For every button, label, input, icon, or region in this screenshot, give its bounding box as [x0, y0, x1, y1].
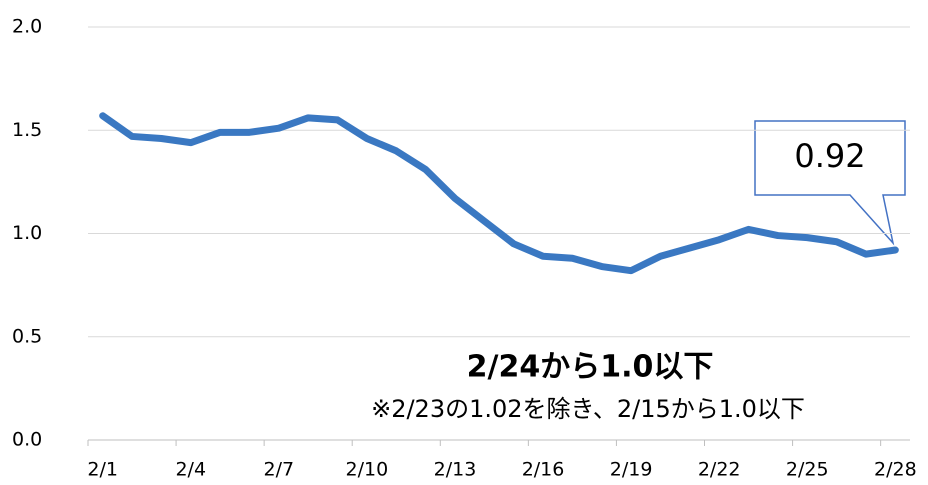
x-tick-label: 2/1 [87, 459, 118, 481]
x-tick-label: 2/10 [346, 459, 389, 481]
y-tick-label: 2.0 [12, 16, 42, 38]
x-tick-label: 2/7 [264, 459, 295, 481]
annotation-note: ※2/23の1.02を除き、2/15から1.0以下 [371, 395, 805, 423]
y-tick-label: 0.5 [12, 325, 42, 347]
annotation: 2/24から1.0以下 [467, 350, 714, 385]
y-tick-label: 0.0 [12, 429, 42, 451]
y-tick-label: 1.0 [12, 222, 42, 244]
x-tick-label: 2/25 [786, 459, 829, 481]
x-tick-label: 2/4 [175, 459, 206, 481]
x-tick-label: 2/28 [874, 459, 917, 481]
x-tick-label: 2/19 [610, 459, 653, 481]
x-tick-label: 2/22 [698, 459, 741, 481]
x-tick-label: 2/13 [434, 459, 477, 481]
callout-label: 0.92 [794, 137, 865, 175]
x-tick-label: 2/16 [522, 459, 565, 481]
line [99, 112, 899, 275]
callout-box [754, 120, 906, 246]
y-tick-label: 1.5 [12, 119, 42, 141]
